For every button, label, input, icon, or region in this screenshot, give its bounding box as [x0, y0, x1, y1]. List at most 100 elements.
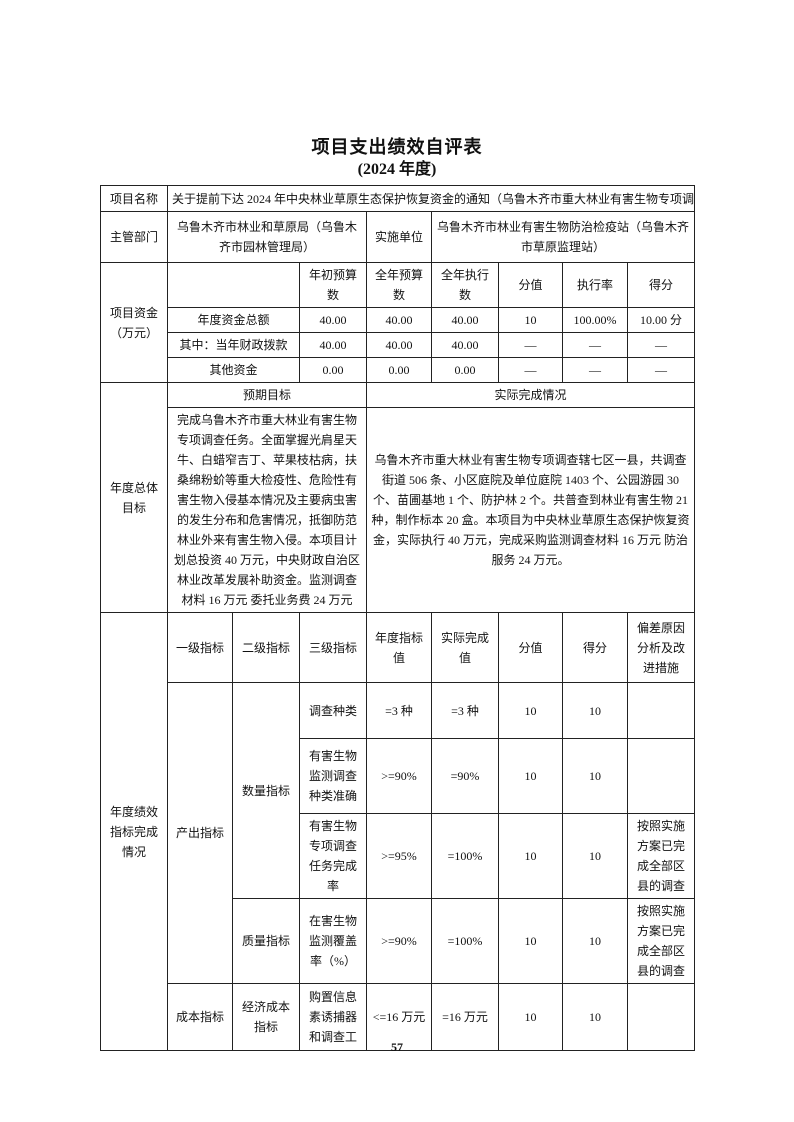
indicator-points: 10: [498, 983, 563, 1051]
indicator-score: 10: [562, 898, 628, 984]
indicator-row-survey-types: 产出指标 数量指标 调查种类 =3 种 =3 种 10 10: [101, 682, 696, 984]
document-body: 项目支出绩效自评表 (2024 年度) 项目名称 关于提前下达 2024 年中央…: [100, 136, 696, 1051]
funding-value: —: [562, 357, 628, 383]
indicator-actual: =16 万元: [431, 983, 499, 1051]
indicator-header-score: 得分: [562, 612, 628, 683]
dept-value: 乌鲁木齐市林业和草原局（乌鲁木齐市园林管理局）: [167, 211, 367, 263]
indicator-target: >=95%: [366, 813, 432, 899]
funding-value: 40.00: [366, 332, 432, 358]
funding-value: 100.00%: [562, 307, 628, 333]
indicator-row-task-completion: 有害生物专项调查任务完成率 >=95% =100% 10 10 按照实施方案已完…: [101, 813, 696, 899]
funding-header-initial-budget: 年初预算数: [299, 262, 367, 308]
indicator-header-points: 分值: [498, 612, 563, 683]
funding-value: —: [626, 357, 696, 383]
indicator-target: >=90%: [366, 738, 432, 814]
funding-value: 40.00: [431, 307, 499, 333]
indicator-name: 有害生物监测调查种类准确: [299, 738, 367, 814]
indicator-deviation: 按照实施方案已完成全部区县的调查: [626, 813, 696, 899]
row-funding-header: 项目资金（万元） 年初预算数 全年预算数 全年执行数 分值 执行率 得分: [100, 262, 696, 383]
actual-completion-header: 实际完成情况: [365, 382, 696, 408]
funding-value: —: [498, 332, 563, 358]
funding-row-name: 年度资金总额: [167, 307, 300, 333]
page-number: 57: [391, 1040, 403, 1054]
level2-economic-cost-indicator: 经济成本指标: [232, 983, 300, 1051]
level1-output-indicator: 产出指标: [167, 682, 233, 984]
funding-value: 10: [498, 307, 563, 333]
row-departments: 主管部门 乌鲁木齐市林业和草原局（乌鲁木齐市园林管理局） 实施单位 乌鲁木齐市林…: [100, 211, 696, 263]
indicator-row-cost: 成本指标 经济成本指标 购置信息素诱捕器和调查工 <=16 万元 =16 万元 …: [101, 983, 696, 1051]
funding-header-annual-budget: 全年预算数: [366, 262, 432, 308]
funding-row-name: 其中：当年财政拨款: [167, 332, 300, 358]
indicator-name: 有害生物专项调查任务完成率: [299, 813, 367, 899]
indicator-score: 10: [562, 813, 628, 899]
self-evaluation-table: 项目名称 关于提前下达 2024 年中央林业草原生态保护恢复资金的通知（乌鲁木齐…: [100, 185, 696, 1051]
expected-goal-text: 完成乌鲁木齐市重大林业有害生物专项调查任务。全面掌握光肩星天牛、白蜡窄吉丁、苹果…: [167, 407, 367, 613]
indicator-deviation: [626, 738, 696, 814]
funding-value: 10.00 分: [626, 307, 696, 333]
indicators-section-label: 年度绩效指标完成情况: [100, 612, 168, 1051]
row-indicator-headers: 年度绩效指标完成情况 一级指标 二级指标 三级指标 年度指标值 实际完成值 分值…: [100, 612, 696, 1051]
indicator-name: 购置信息素诱捕器和调查工: [299, 983, 367, 1051]
funding-row-total: 年度资金总额 40.00 40.00 40.00 10 100.00% 10.0…: [101, 307, 696, 333]
row-project-name: 项目名称 关于提前下达 2024 年中央林业草原生态保护恢复资金的通知（乌鲁木齐…: [100, 185, 696, 212]
project-name-value: 关于提前下达 2024 年中央林业草原生态保护恢复资金的通知（乌鲁木齐市重大林业…: [166, 185, 696, 212]
project-name-label: 项目名称: [100, 185, 168, 212]
funding-value: —: [562, 332, 628, 358]
funding-value: 0.00: [366, 357, 432, 383]
indicator-target: =3 种: [366, 682, 432, 739]
funding-row-fiscal: 其中：当年财政拨款 40.00 40.00 40.00 — — —: [101, 332, 696, 358]
indicator-score: 10: [562, 682, 628, 739]
indicator-actual: =90%: [431, 738, 499, 814]
indicator-header-actual: 实际完成值: [431, 612, 499, 683]
indicator-header-level2: 二级指标: [232, 612, 300, 683]
dept-label: 主管部门: [100, 211, 168, 263]
indicator-points: 10: [498, 813, 563, 899]
funding-row-name: 其他资金: [167, 357, 300, 383]
row-goal-content: 完成乌鲁木齐市重大林业有害生物专项调查任务。全面掌握光肩星天牛、白蜡窄吉丁、苹果…: [101, 407, 696, 613]
indicator-header-level3: 三级指标: [299, 612, 367, 683]
funding-header-score: 得分: [626, 262, 696, 308]
indicator-name: 调查种类: [299, 682, 367, 739]
funding-header-execution-rate: 执行率: [562, 262, 628, 308]
funding-header-points: 分值: [498, 262, 563, 308]
indicator-header-level1: 一级指标: [167, 612, 233, 683]
funding-section-label: 项目资金（万元）: [100, 262, 168, 383]
document-title: 项目支出绩效自评表: [311, 137, 483, 157]
level2-quantity-indicator: 数量指标: [232, 682, 300, 899]
funding-value: 0.00: [431, 357, 499, 383]
indicator-deviation: [626, 682, 696, 739]
indicator-target: <=16 万元: [366, 983, 432, 1051]
indicator-points: 10: [498, 898, 563, 984]
indicator-points: 10: [498, 738, 563, 814]
indicator-header-deviation: 偏差原因分析及改进措施: [626, 612, 696, 683]
indicator-deviation: 按照实施方案已完成全部区县的调查: [626, 898, 696, 984]
annual-goal-section-label: 年度总体目标: [100, 382, 168, 613]
indicator-row-species-accuracy: 有害生物监测调查种类准确 >=90% =90% 10 10: [101, 738, 696, 814]
funding-value: 40.00: [299, 332, 367, 358]
funding-row-other: 其他资金 0.00 0.00 0.00 — — —: [101, 357, 696, 383]
indicator-row-monitor-coverage: 质量指标 在害生物监测覆盖率（%） >=90% =100% 10 10 按照实施…: [101, 898, 696, 984]
expected-goal-header: 预期目标: [167, 382, 367, 408]
funding-value: —: [626, 332, 696, 358]
indicator-actual: =100%: [431, 813, 499, 899]
funding-value: 40.00: [431, 332, 499, 358]
row-goal-header: 年度总体目标 预期目标 实际完成情况: [100, 382, 696, 613]
indicator-score: 10: [562, 738, 628, 814]
actual-completion-text: 乌鲁木齐市重大林业有害生物专项调查辖七区一县，共调查街道 506 条、小区庭院及…: [365, 407, 696, 613]
funding-header-executed: 全年执行数: [431, 262, 499, 308]
indicator-header-target: 年度指标值: [366, 612, 432, 683]
indicator-points: 10: [498, 682, 563, 739]
level2-quality-indicator: 质量指标: [232, 898, 300, 984]
indicator-deviation: [626, 983, 696, 1051]
impl-unit-label: 实施单位: [366, 211, 432, 263]
document-subtitle: (2024 年度): [357, 161, 437, 178]
funding-value: —: [498, 357, 563, 383]
indicator-name: 在害生物监测覆盖率（%）: [299, 898, 367, 984]
funding-value: 0.00: [299, 357, 367, 383]
funding-value: 40.00: [366, 307, 432, 333]
funding-value: 40.00: [299, 307, 367, 333]
indicator-actual: =3 种: [431, 682, 499, 739]
indicator-target: >=90%: [366, 898, 432, 984]
indicator-actual: =100%: [431, 898, 499, 984]
empty-cell: [167, 262, 300, 308]
